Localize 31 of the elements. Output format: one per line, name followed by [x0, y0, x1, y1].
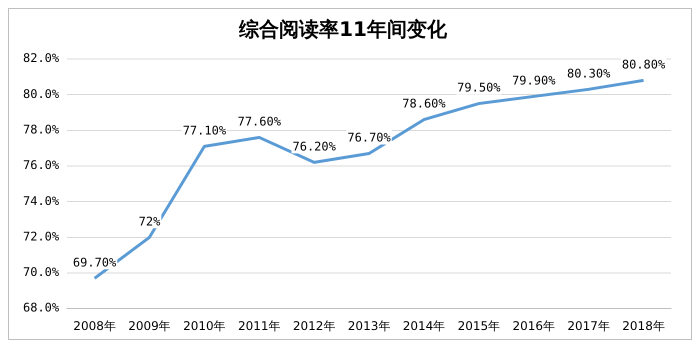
data-label: 76.20%	[292, 140, 337, 154]
x-tick-label: 2018年	[622, 318, 665, 333]
x-tick-label: 2016年	[512, 318, 556, 333]
x-tick-label: 2011年	[238, 318, 281, 333]
y-tick-label: 74.0%	[23, 194, 60, 208]
x-tick-label: 2010年	[183, 318, 226, 333]
y-tick-label: 70.0%	[23, 265, 60, 280]
chart-title: 综合阅读率11年间变化	[238, 17, 448, 42]
x-tick-label: 2009年	[128, 318, 171, 333]
y-tick-label: 82.0%	[23, 51, 60, 66]
data-label: 78.60%	[402, 96, 446, 111]
data-label: 72%	[138, 214, 162, 228]
y-tick-label: 76.0%	[23, 158, 60, 172]
data-label: 80.80%	[622, 58, 666, 72]
y-tick-label: 80.0%	[23, 86, 60, 101]
x-tick-label: 2012年	[292, 318, 336, 333]
data-label: 76.70%	[347, 130, 392, 145]
data-label: 77.60%	[238, 114, 282, 129]
data-label: 77.10%	[182, 123, 227, 138]
data-label: 80.30%	[566, 66, 612, 80]
x-tick-label: 2014年	[402, 318, 446, 333]
x-tick-label: 2008年	[73, 318, 116, 333]
y-tick-label: 72.0%	[23, 229, 60, 244]
y-tick-label: 78.0%	[23, 122, 60, 136]
x-tick-label: 2015年	[458, 318, 500, 333]
data-label: 69.70%	[72, 255, 118, 270]
x-tick-label: 2017年	[567, 318, 610, 333]
y-tick-label: 68.0%	[23, 300, 60, 315]
data-label: 79.50%	[457, 80, 502, 95]
x-tick-label: 2013年	[348, 318, 390, 333]
data-label: 79.90%	[512, 74, 556, 88]
